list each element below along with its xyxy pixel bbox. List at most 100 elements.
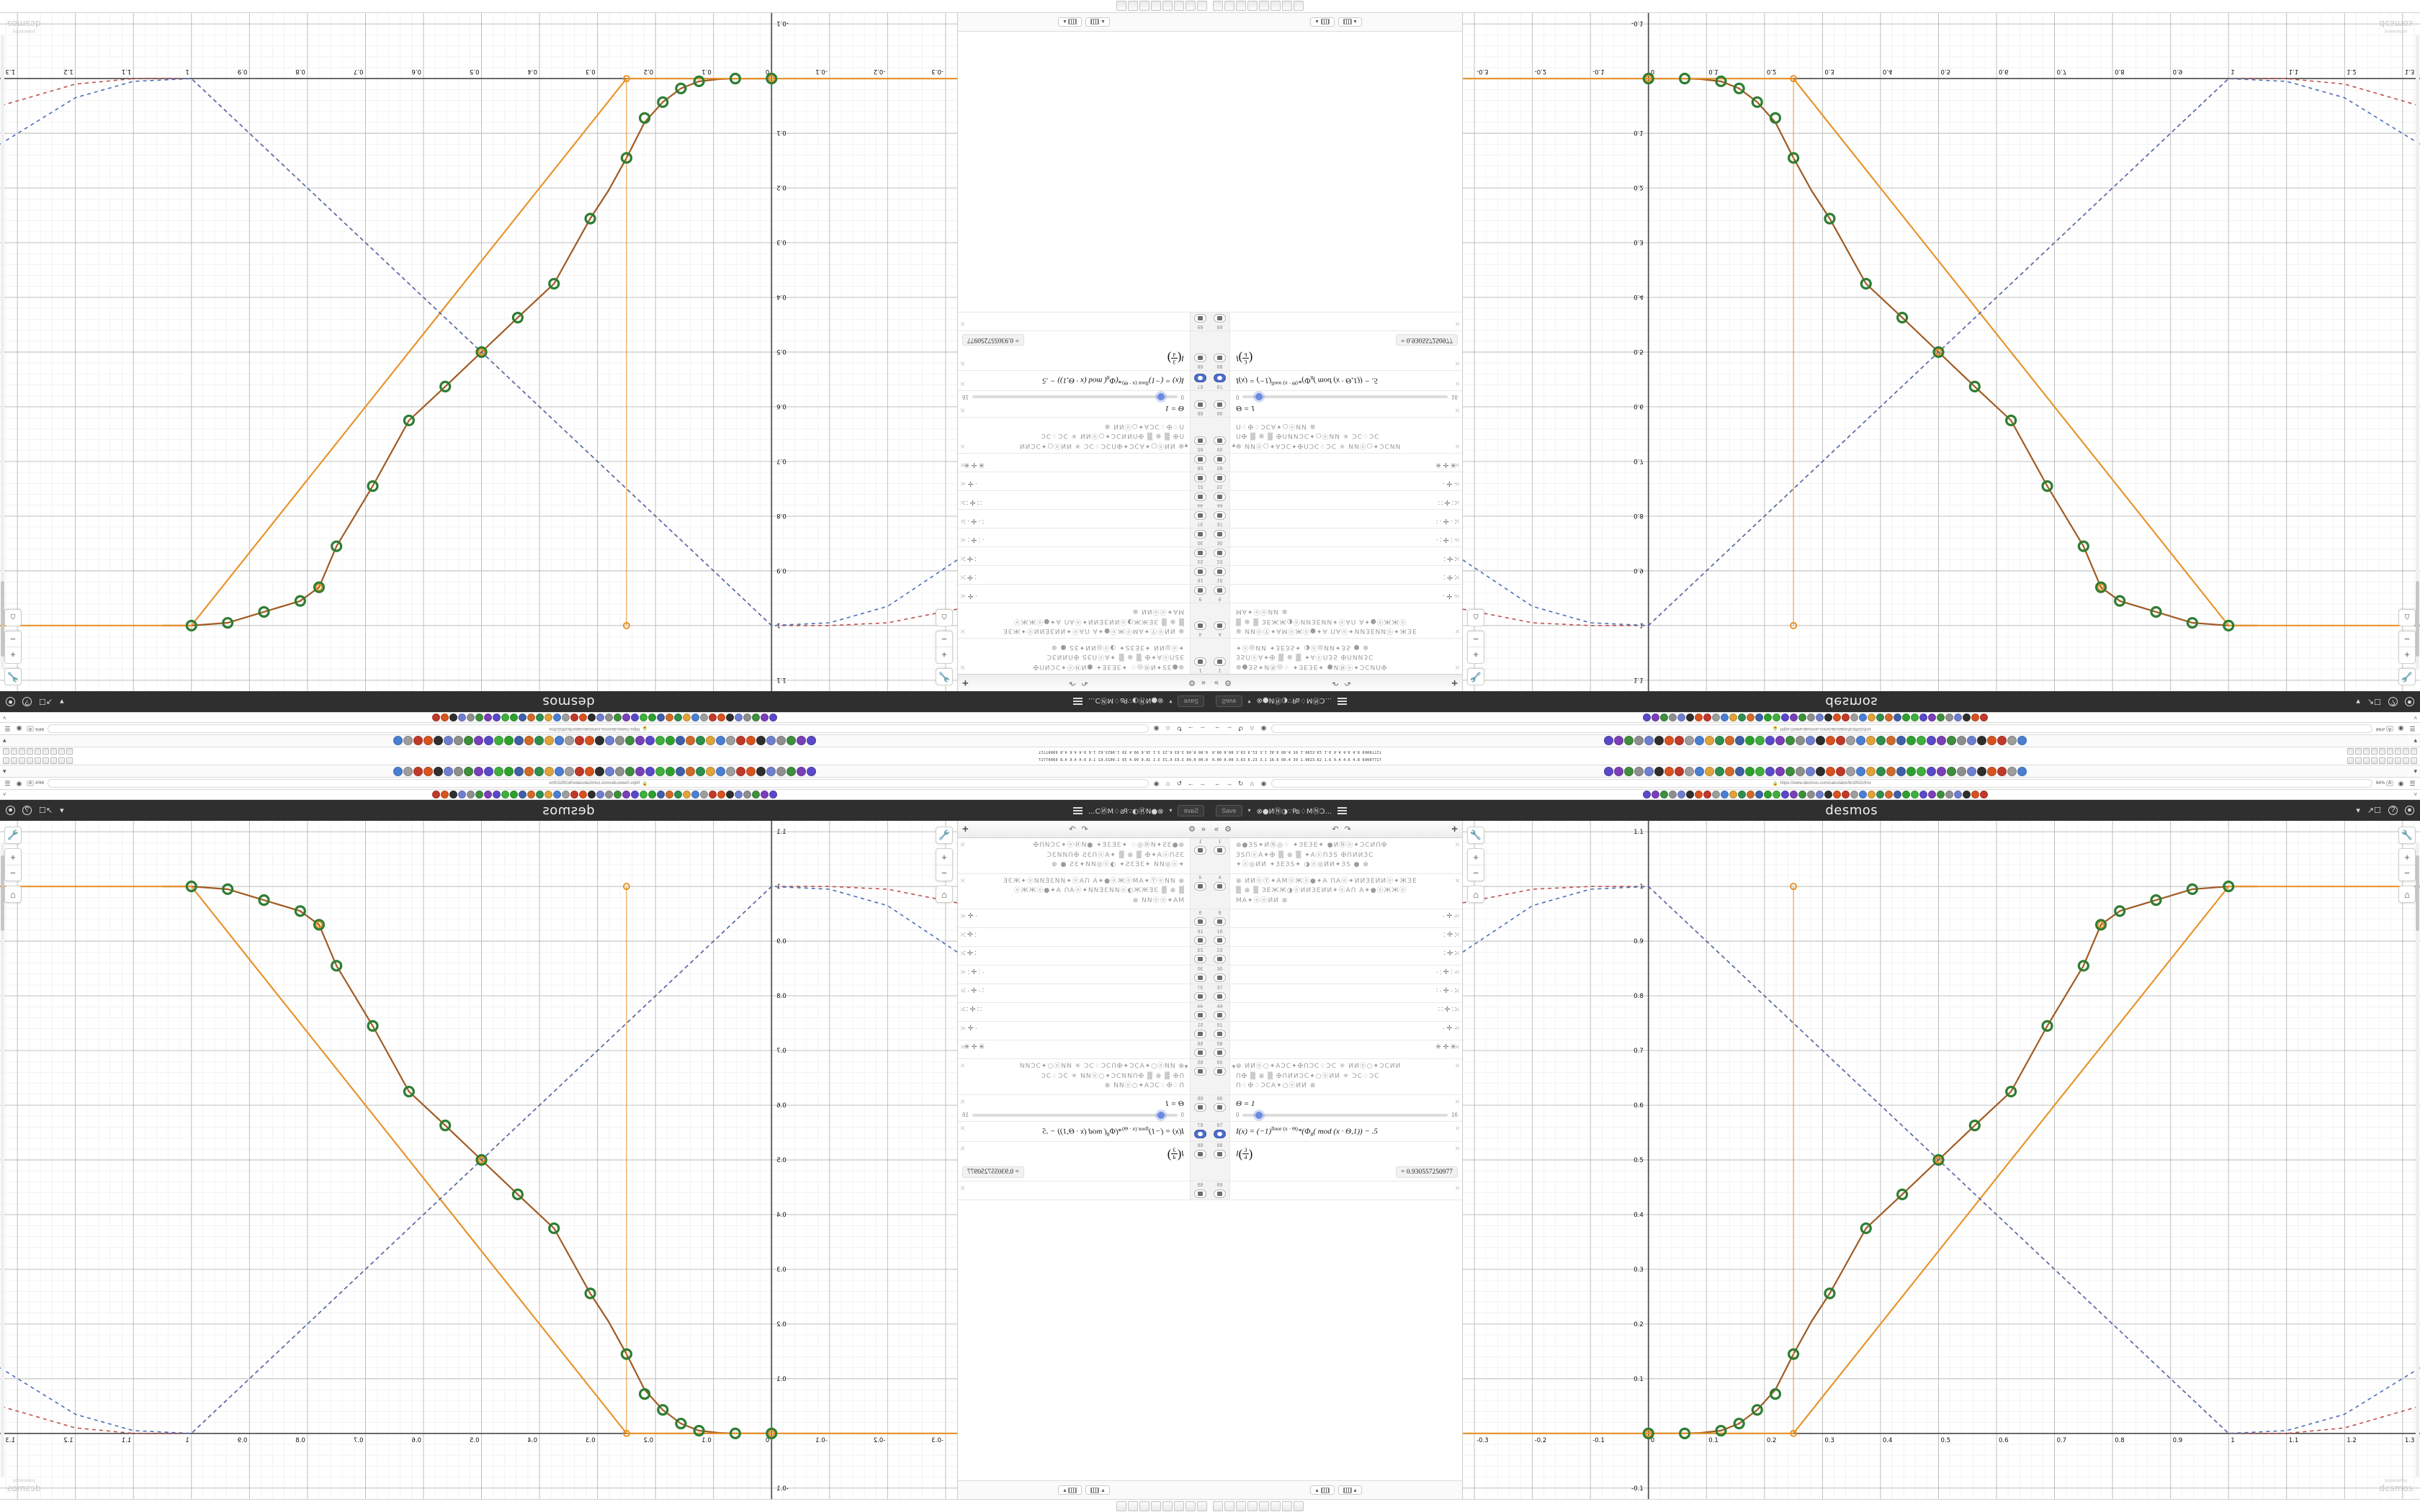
- site-icon[interactable]: [1684, 766, 1694, 776]
- slider-track[interactable]: [1242, 1111, 1448, 1119]
- data-point[interactable]: [294, 905, 306, 917]
- taskbar-icon[interactable]: [1174, 1500, 1184, 1511]
- expression-content[interactable]: ·✛· ×: [958, 585, 1190, 603]
- expression-row[interactable]: 1 ⊗●ЗЅ✦ИⓃ◎♢ ✦ЗΕЗЕ✦ ●ИⓃⓞ✦ƆСИՈ✠ ЗЅՈⓞА✦✠ ▒ ⊗ …: [1210, 638, 1462, 674]
- expression-row[interactable]: 44 ∷✛∷ ×: [1210, 1003, 1462, 1022]
- expression-content[interactable]: ⊗ ИИⓞⓎ✦АМⓞЖⓞ●✦А ՈАⓞ✦ИИЗЕИИⓞ✦ЖЗЕ ▒ ⊗ ▒ ЗЕЖ…: [958, 874, 1190, 909]
- data-point[interactable]: [1678, 73, 1691, 85]
- data-point-orange[interactable]: [1790, 621, 1798, 629]
- tray-icon[interactable]: [3, 748, 9, 755]
- data-point[interactable]: [1733, 82, 1745, 94]
- expression-row[interactable]: 67 I(x) = (−1)floor (x · Θ)*(Φ8( mod (x ·…: [958, 369, 1210, 390]
- color-swatch-icon[interactable]: [1214, 1011, 1226, 1020]
- site-icon[interactable]: [797, 766, 807, 776]
- site-icon[interactable]: [1906, 736, 1916, 746]
- collapse-panel-icon[interactable]: «: [1201, 824, 1206, 834]
- expression-row[interactable]: 58 ✳✛✳ ×: [1210, 1040, 1462, 1059]
- site-icon[interactable]: [1765, 766, 1775, 776]
- slider-variable[interactable]: Θ = 1: [1236, 1099, 1255, 1108]
- expression-row[interactable]: 37 ∶·✛·∶ ×: [958, 984, 1210, 1003]
- expression-row[interactable]: 66 Θ = 1 0 16 ×: [1210, 390, 1462, 418]
- forward-icon[interactable]: →: [1188, 725, 1194, 733]
- expression-row[interactable]: 37 ∶·✛·∶ ×: [1210, 984, 1462, 1003]
- site-icon[interactable]: [736, 766, 746, 776]
- collapse-triangle-icon[interactable]: ▼: [1183, 1063, 1189, 1070]
- delete-expression-icon[interactable]: ×: [1454, 460, 1460, 470]
- site-icon[interactable]: [475, 791, 484, 798]
- tab-list-chevron-icon[interactable]: ▾: [2414, 767, 2417, 775]
- data-point-orange[interactable]: [622, 621, 630, 629]
- site-icon[interactable]: [1835, 766, 1845, 776]
- wrench-icon[interactable]: 🔧: [6, 829, 19, 840]
- expression-row[interactable]: 58 ✳✛✳ ×: [958, 1040, 1210, 1059]
- taskbar-icon[interactable]: [1116, 1, 1126, 12]
- graph-title[interactable]: ⊗●ИⓃ◑∵₨♢МⓃƆ...: [1256, 696, 1332, 704]
- site-icon[interactable]: [1832, 714, 1841, 721]
- graph-canvas[interactable]: 🔧 + − ⌂ 🔧 + − ⌂: [1463, 821, 2420, 1499]
- wrench-icon[interactable]: 🔧: [938, 829, 951, 840]
- taskbar-icon[interactable]: [1162, 1, 1173, 12]
- site-icon[interactable]: [1841, 791, 1850, 798]
- undo-icon[interactable]: ↶: [1332, 825, 1339, 834]
- site-icon[interactable]: [484, 791, 493, 798]
- site-icon[interactable]: [1855, 766, 1865, 776]
- delete-expression-icon[interactable]: ×: [960, 1004, 966, 1014]
- delete-expression-icon[interactable]: ×: [1454, 516, 1460, 526]
- site-icon[interactable]: [716, 736, 726, 746]
- site-icon[interactable]: [1780, 714, 1789, 721]
- site-icon[interactable]: [1674, 736, 1684, 746]
- color-swatch-icon[interactable]: [1194, 846, 1206, 855]
- site-icon[interactable]: [691, 791, 700, 798]
- site-icon[interactable]: [691, 714, 700, 721]
- site-icon[interactable]: [474, 736, 484, 746]
- account-icon[interactable]: ◉: [2398, 725, 2404, 733]
- expression-content[interactable]: ∷✛∷ ×: [1230, 491, 1462, 509]
- site-icon[interactable]: [1785, 736, 1795, 746]
- site-icon[interactable]: [1841, 714, 1850, 721]
- site-icon[interactable]: [657, 791, 666, 798]
- taskbar-icon[interactable]: [1270, 1500, 1281, 1511]
- expression-content[interactable]: I(x) = (−1)floor (x · Θ)*(Φ8( mod (x · Θ…: [1230, 1122, 1462, 1141]
- back-icon[interactable]: ←: [1214, 725, 1221, 733]
- site-icon[interactable]: [1729, 714, 1737, 721]
- browser-url-bar[interactable]: ← → ↻ ⌂ ◉ 🔒 https://www.desmos.com/calcu…: [1210, 722, 2420, 734]
- data-point-orange[interactable]: [1790, 883, 1798, 891]
- expression-content[interactable]: ⊗ ИИⓞⓎ✦АМⓞЖⓞ●✦А ՈАⓞ✦ИИЗЕИИⓞ✦ЖЗЕ ▒ ⊗ ▒ ЗЕЖ…: [1230, 874, 1462, 909]
- site-icon[interactable]: [756, 766, 766, 776]
- taskbar-icon[interactable]: [1236, 1, 1246, 12]
- data-point[interactable]: [584, 1287, 596, 1300]
- site-icon[interactable]: [605, 766, 615, 776]
- data-point-orange[interactable]: [1790, 75, 1798, 83]
- site-icon[interactable]: [534, 736, 544, 746]
- site-icon[interactable]: [501, 791, 510, 798]
- site-icon[interactable]: [413, 766, 424, 776]
- system-tray[interactable]: [2347, 748, 2420, 755]
- site-icon[interactable]: [1798, 791, 1806, 798]
- hamburger-menu-icon[interactable]: [1072, 806, 1083, 814]
- site-icon[interactable]: [717, 714, 726, 721]
- tray-icon[interactable]: [2387, 748, 2393, 755]
- site-icon[interactable]: [585, 766, 595, 776]
- account-icon[interactable]: ●: [2405, 697, 2414, 706]
- color-swatch-icon[interactable]: [1214, 1030, 1226, 1038]
- keyboard-toggle-button-2[interactable]: ▴: [1337, 1485, 1362, 1495]
- os-taskbar[interactable]: [0, 1499, 1210, 1512]
- site-icon[interactable]: [1737, 791, 1746, 798]
- site-icon[interactable]: [674, 714, 683, 721]
- site-icon[interactable]: [1613, 766, 1623, 776]
- expression-content[interactable]: I(x) = (−1)floor (x · Θ)*(Φ8( mod (x · Θ…: [958, 371, 1190, 390]
- site-icon[interactable]: [555, 766, 565, 776]
- delete-expression-icon[interactable]: ×: [960, 554, 966, 564]
- expression-content[interactable]: ⊗●ЗЅ✦ИⓃ◎♢ ✦ЗΕЗЕ✦ ●ИⓃⓞ✦ƆСИՈ✠ ЗЅՈⓞА✦✠ ▒ ⊗ ▒…: [958, 639, 1190, 675]
- site-icon[interactable]: [1795, 736, 1805, 746]
- url-input[interactable]: 🔒 https://www.desmos.com/calculator/brz8…: [1271, 724, 2372, 733]
- expression-row[interactable]: 37 ∶·✛·∶ ×: [958, 509, 1210, 528]
- site-icon[interactable]: [769, 714, 778, 721]
- site-icon[interactable]: [622, 714, 631, 721]
- vertical-scrollbar[interactable]: [2416, 842, 2419, 1477]
- site-icon[interactable]: [1858, 714, 1867, 721]
- bookmarks-bar[interactable]: ˅: [1210, 712, 2420, 722]
- delete-expression-icon[interactable]: ×: [1454, 1143, 1460, 1154]
- delete-expression-icon[interactable]: ×: [1454, 1061, 1460, 1071]
- site-icon[interactable]: [514, 766, 524, 776]
